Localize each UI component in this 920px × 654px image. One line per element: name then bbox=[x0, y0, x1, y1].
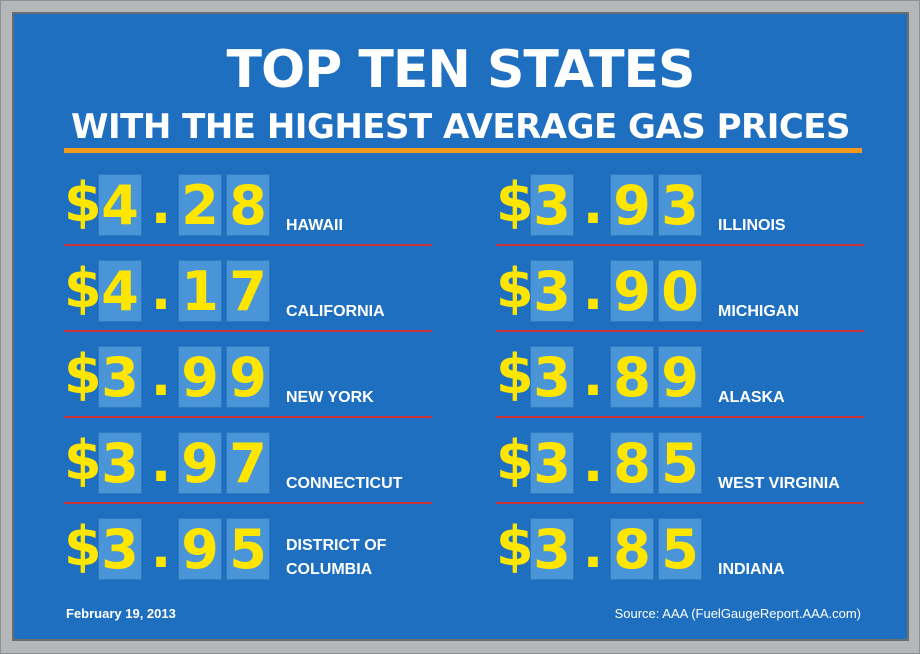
state-label: CALIFORNIA bbox=[286, 300, 385, 324]
state-label-line: MICHIGAN bbox=[718, 303, 799, 320]
row-divider bbox=[64, 330, 432, 332]
price-row: $3 9 9. NEW YORK bbox=[64, 343, 444, 430]
price-digit: 7 bbox=[226, 260, 270, 323]
price-digit: 9 bbox=[658, 346, 702, 409]
state-label-line: DISTRICT OF bbox=[286, 537, 387, 554]
price-row: $3 8 9. ALASKA bbox=[496, 343, 876, 430]
price-digit: 4 bbox=[98, 260, 142, 323]
dollar-sign: $ bbox=[64, 515, 102, 578]
state-label: HAWAII bbox=[286, 214, 343, 238]
price-row: $3 9 0. MICHIGAN bbox=[496, 257, 876, 344]
state-label: ILLINOIS bbox=[718, 214, 786, 238]
accent-rule bbox=[64, 148, 862, 153]
dollar-sign: $ bbox=[496, 515, 534, 578]
state-label: WEST VIRGINIA bbox=[718, 472, 840, 496]
price-digit: 9 bbox=[178, 346, 222, 409]
price-digit: 5 bbox=[658, 432, 702, 495]
price-digit: 5 bbox=[226, 518, 270, 581]
state-label: NEW YORK bbox=[286, 386, 374, 410]
decimal-point: . bbox=[150, 431, 172, 494]
row-divider bbox=[496, 244, 864, 246]
price-row: $3 9 5. DISTRICT OF COLUMBIA bbox=[64, 515, 444, 602]
price-row: $3 9 7. CONNECTICUT bbox=[64, 429, 444, 516]
state-label: INDIANA bbox=[718, 558, 785, 582]
price-digit: 3 bbox=[530, 260, 574, 323]
decimal-point: . bbox=[150, 517, 172, 580]
dollar-sign: $ bbox=[496, 429, 534, 492]
price-digit: 3 bbox=[98, 346, 142, 409]
state-label-line: WEST VIRGINIA bbox=[718, 475, 840, 492]
state-label-line: HAWAII bbox=[286, 217, 343, 234]
price-digit: 8 bbox=[226, 174, 270, 237]
price-digit: 9 bbox=[226, 346, 270, 409]
price-digit: 0 bbox=[658, 260, 702, 323]
row-divider bbox=[496, 416, 864, 418]
price-digit: 3 bbox=[530, 518, 574, 581]
decimal-point: . bbox=[150, 345, 172, 408]
page-title: TOP TEN STATES bbox=[226, 40, 695, 100]
price-digit: 3 bbox=[98, 432, 142, 495]
state-label-line: INDIANA bbox=[718, 561, 785, 578]
dollar-sign: $ bbox=[64, 429, 102, 492]
row-divider bbox=[496, 330, 864, 332]
dollar-sign: $ bbox=[496, 257, 534, 320]
price-digit: 9 bbox=[610, 174, 654, 237]
price-row: $4 2 8. HAWAII bbox=[64, 171, 444, 258]
price-digit: 4 bbox=[98, 174, 142, 237]
price-digit: 9 bbox=[178, 432, 222, 495]
decimal-point: . bbox=[582, 517, 604, 580]
date-label: February 19, 2013 bbox=[66, 606, 176, 621]
price-digit: 3 bbox=[658, 174, 702, 237]
price-row: $4 1 7. CALIFORNIA bbox=[64, 257, 444, 344]
dollar-sign: $ bbox=[496, 171, 534, 234]
price-digit: 7 bbox=[226, 432, 270, 495]
state-label: ALASKA bbox=[718, 386, 785, 410]
page-subtitle: WITH THE HIGHEST AVERAGE GAS PRICES bbox=[70, 107, 851, 147]
state-label-line: ILLINOIS bbox=[718, 217, 786, 234]
state-label: MICHIGAN bbox=[718, 300, 799, 324]
price-row: $3 8 5. INDIANA bbox=[496, 515, 876, 602]
state-label-line: COLUMBIA bbox=[286, 561, 373, 578]
price-digit: 3 bbox=[530, 174, 574, 237]
price-digit: 8 bbox=[610, 432, 654, 495]
decimal-point: . bbox=[582, 173, 604, 236]
state-label-line: CALIFORNIA bbox=[286, 303, 385, 320]
dollar-sign: $ bbox=[64, 257, 102, 320]
price-digit: 9 bbox=[610, 260, 654, 323]
price-row: $3 8 5. WEST VIRGINIA bbox=[496, 429, 876, 516]
state-label-line: CONNECTICUT bbox=[286, 475, 403, 492]
price-digit: 9 bbox=[178, 518, 222, 581]
dollar-sign: $ bbox=[64, 343, 102, 406]
decimal-point: . bbox=[582, 259, 604, 322]
decimal-point: . bbox=[582, 431, 604, 494]
state-label: DISTRICT OF COLUMBIA bbox=[286, 534, 386, 582]
state-label-line: NEW YORK bbox=[286, 389, 374, 406]
price-digit: 1 bbox=[178, 260, 222, 323]
state-label: CONNECTICUT bbox=[286, 472, 402, 496]
dollar-sign: $ bbox=[64, 171, 102, 234]
state-label-line: ALASKA bbox=[718, 389, 785, 406]
price-digit: 5 bbox=[658, 518, 702, 581]
price-digit: 3 bbox=[98, 518, 142, 581]
price-board: TOP TEN STATES WITH THE HIGHEST AVERAGE … bbox=[12, 12, 909, 641]
row-divider bbox=[496, 502, 864, 504]
price-digit: 3 bbox=[530, 432, 574, 495]
decimal-point: . bbox=[150, 173, 172, 236]
price-digit: 3 bbox=[530, 346, 574, 409]
price-digit: 8 bbox=[610, 518, 654, 581]
price-digit: 8 bbox=[610, 346, 654, 409]
price-row: $3 9 3. ILLINOIS bbox=[496, 171, 876, 258]
row-divider bbox=[64, 502, 432, 504]
row-divider bbox=[64, 244, 432, 246]
source-label: Source: AAA (FuelGaugeReport.AAA.com) bbox=[614, 606, 861, 621]
decimal-point: . bbox=[582, 345, 604, 408]
price-digit: 2 bbox=[178, 174, 222, 237]
dollar-sign: $ bbox=[496, 343, 534, 406]
row-divider bbox=[64, 416, 432, 418]
decimal-point: . bbox=[150, 259, 172, 322]
